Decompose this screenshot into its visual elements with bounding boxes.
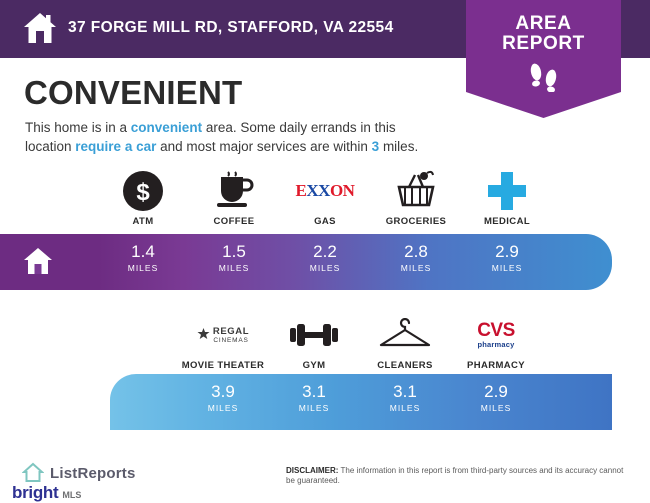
distance-medical: 2.9 MILES <box>460 242 554 273</box>
badge-shape <box>466 0 621 118</box>
intro-highlight-miles: 3 <box>371 139 380 154</box>
grocery-basket-icon <box>369 168 463 214</box>
intro-paragraph: This home is in a convenient area. Some … <box>25 118 445 156</box>
amenity-label-cleaners: CLEANERS <box>377 360 433 371</box>
amenity-label-gas: GAS <box>314 216 336 227</box>
amenity-label-atm: ATM <box>132 216 154 227</box>
distance-stripe-row-2: 3.9 MILES 3.1 MILES 3.1 MILES 2.9 MILES <box>110 374 612 430</box>
listreports-logo: ListReports <box>22 462 136 484</box>
intro-part1: This home is in a <box>25 120 131 135</box>
amenity-gym: GYM <box>267 312 361 371</box>
distance-gym: 3.1 MILES <box>267 382 361 413</box>
amenity-label-medical: MEDICAL <box>483 216 531 227</box>
intro-highlight-convenient: convenient <box>130 120 203 135</box>
distance-unit: MILES <box>400 263 432 273</box>
amenity-atm: $ ATM <box>96 168 190 227</box>
disclaimer-text: DISCLAIMER: The information in this repo… <box>286 466 626 486</box>
distance-gas: 2.2 MILES <box>278 242 372 273</box>
cvs-name: CVS <box>477 319 515 341</box>
dumbbell-icon <box>267 312 361 358</box>
badge-title-line1: AREA <box>515 13 572 34</box>
distance-unit: MILES <box>389 403 421 413</box>
coffee-cup-icon <box>187 168 281 214</box>
intro-part3: and most major services are within <box>156 139 372 154</box>
distance-pharmacy: 2.9 MILES <box>449 382 543 413</box>
amenity-icon-row-2: REGAL CINEMAS MOVIE THEATER GYM <box>176 312 552 374</box>
amenity-label-gym: GYM <box>302 360 326 371</box>
badge-title: AREA REPORT <box>466 14 621 54</box>
distance-value: 2.9 <box>484 382 508 401</box>
clothes-hanger-icon <box>358 312 452 358</box>
regal-cinemas-logo-icon: REGAL CINEMAS <box>176 312 270 358</box>
distance-unit: MILES <box>218 263 250 273</box>
distance-value: 2.8 <box>404 242 428 261</box>
svg-text:$: $ <box>136 179 150 206</box>
amenity-label-pharmacy: PHARMACY <box>466 360 526 371</box>
area-report-badge: AREA REPORT <box>466 0 621 118</box>
property-address: 37 FORGE MILL RD, STAFFORD, VA 22554 <box>68 19 394 36</box>
amenity-icon-row-1: $ ATM COFFEE EXXON GAS <box>96 168 566 232</box>
amenity-label-groceries: GROCERIES <box>385 216 447 227</box>
distance-unit: MILES <box>127 263 159 273</box>
badge-title-line2: REPORT <box>502 33 585 54</box>
distance-stripe-row-1: 1.4 MILES 1.5 MILES 2.2 MILES 2.8 MILES … <box>0 234 612 290</box>
intro-highlight-require-car: require a car <box>75 139 157 154</box>
distance-value: 1.5 <box>222 242 246 261</box>
exxon-xx: XX <box>306 181 330 200</box>
distance-value: 3.1 <box>302 382 326 401</box>
disclaimer-body: The information in this report is from t… <box>286 466 624 485</box>
distance-groceries: 2.8 MILES <box>369 242 463 273</box>
bright-mls-logo: bright MLS <box>12 483 81 503</box>
amenity-medical: MEDICAL <box>460 168 554 227</box>
mls-label: MLS <box>62 490 82 500</box>
bright-label: bright <box>12 483 59 502</box>
distance-unit: MILES <box>207 403 239 413</box>
medical-cross-icon <box>460 168 554 214</box>
amenity-groceries: GROCERIES <box>369 168 463 227</box>
amenity-coffee: COFFEE <box>187 168 281 227</box>
amenity-label-coffee: COFFEE <box>213 216 255 227</box>
distance-unit: MILES <box>480 403 512 413</box>
disclaimer-label: DISCLAIMER: <box>286 466 339 475</box>
regal-sub: CINEMAS <box>213 336 249 344</box>
listreports-label: ListReports <box>50 464 136 482</box>
amenity-gas: EXXON GAS <box>278 168 372 227</box>
listreports-house-icon <box>22 462 44 482</box>
intro-part2: area. Some daily errands in this locatio… <box>25 120 396 154</box>
distance-value: 1.4 <box>131 242 155 261</box>
distance-atm: 1.4 MILES <box>96 242 190 273</box>
amenity-pharmacy: CVS pharmacy PHARMACY <box>449 312 543 372</box>
distance-unit: MILES <box>491 263 523 273</box>
regal-name: REGAL <box>212 325 250 337</box>
distance-value: 2.2 <box>313 242 337 261</box>
amenity-label-movie-theater: MOVIE THEATER <box>181 360 265 371</box>
distance-value: 2.9 <box>495 242 519 261</box>
dollar-circle-icon: $ <box>96 168 190 214</box>
amenity-movie-theater: REGAL CINEMAS MOVIE THEATER <box>176 312 270 371</box>
distance-movie-theater: 3.9 MILES <box>176 382 270 413</box>
amenity-cleaners: CLEANERS <box>358 312 452 371</box>
distance-coffee: 1.5 MILES <box>187 242 281 273</box>
exxon-logo-icon: EXXON <box>278 168 372 214</box>
cvs-pharmacy-logo-icon: CVS pharmacy <box>449 312 543 358</box>
page-title: CONVENIENT <box>24 74 243 111</box>
footprints-icon <box>466 62 621 97</box>
distance-unit: MILES <box>298 403 330 413</box>
distance-value: 3.1 <box>393 382 417 401</box>
intro-part4: miles. <box>379 139 419 154</box>
exxon-on: ON <box>329 181 355 200</box>
distance-unit: MILES <box>309 263 341 273</box>
bottom-white-panel <box>166 430 650 503</box>
distance-value: 3.9 <box>211 382 235 401</box>
home-icon <box>22 246 54 276</box>
cvs-sub: pharmacy <box>477 339 515 349</box>
distance-cleaners: 3.1 MILES <box>358 382 452 413</box>
home-icon <box>22 11 58 45</box>
exxon-e: E <box>295 181 307 200</box>
